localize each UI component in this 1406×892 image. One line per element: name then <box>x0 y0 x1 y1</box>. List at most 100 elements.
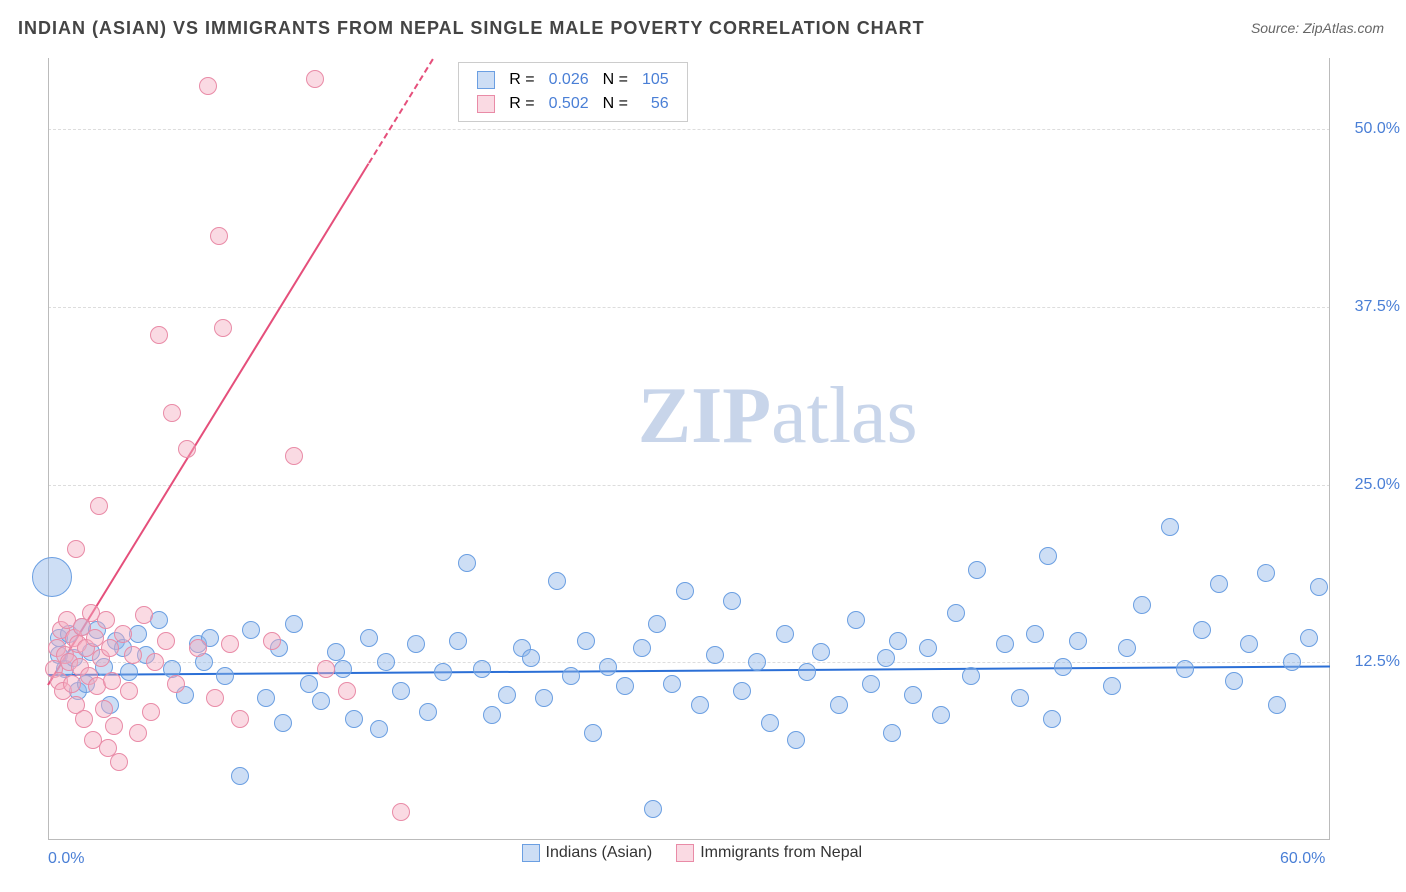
data-point <box>103 672 121 690</box>
data-point <box>178 440 196 458</box>
data-point <box>221 635 239 653</box>
data-point <box>733 682 751 700</box>
data-point <box>812 643 830 661</box>
data-point <box>962 667 980 685</box>
data-point <box>1257 564 1275 582</box>
data-point <box>996 635 1014 653</box>
data-point <box>830 696 848 714</box>
data-point <box>1118 639 1136 657</box>
series-legend: Indians (Asian) Immigrants from Nepal <box>510 844 875 862</box>
data-point <box>644 800 662 818</box>
data-point <box>577 632 595 650</box>
data-point <box>483 706 501 724</box>
legend-item: Immigrants from Nepal <box>676 844 862 862</box>
data-point <box>327 643 345 661</box>
data-point <box>317 660 335 678</box>
data-point <box>1240 635 1258 653</box>
data-point <box>522 649 540 667</box>
legend-series-name: Immigrants from Nepal <box>700 844 862 861</box>
data-point <box>110 753 128 771</box>
data-point <box>932 706 950 724</box>
data-point <box>706 646 724 664</box>
data-point <box>216 667 234 685</box>
data-point <box>90 497 108 515</box>
scatter-plot: ZIPatlas 12.5%25.0%37.5%50.0%0.0%60.0% <box>48 58 1330 840</box>
data-point <box>101 639 119 657</box>
data-point <box>1161 518 1179 536</box>
data-point <box>370 720 388 738</box>
data-point <box>199 77 217 95</box>
gridline <box>48 662 1330 663</box>
data-point <box>1310 578 1328 596</box>
watermark: ZIPatlas <box>638 371 918 462</box>
data-point <box>95 700 113 718</box>
legend-swatch <box>477 71 495 89</box>
data-point <box>748 653 766 671</box>
data-point <box>214 319 232 337</box>
data-point <box>146 653 164 671</box>
data-point <box>32 557 72 597</box>
correlation-legend: R =0.026N =105R =0.502N = 56 <box>458 62 687 122</box>
data-point <box>75 710 93 728</box>
data-point <box>968 561 986 579</box>
data-point <box>904 686 922 704</box>
legend-r-label: R = <box>503 93 540 115</box>
axis-line <box>48 839 1330 840</box>
data-point <box>1268 696 1286 714</box>
data-point <box>776 625 794 643</box>
data-point <box>263 632 281 650</box>
data-point <box>242 621 260 639</box>
data-point <box>360 629 378 647</box>
data-point <box>392 803 410 821</box>
data-point <box>1026 625 1044 643</box>
axis-line <box>1329 58 1330 840</box>
data-point <box>616 677 634 695</box>
data-point <box>392 682 410 700</box>
data-point <box>114 625 132 643</box>
data-point <box>142 703 160 721</box>
gridline <box>48 129 1330 130</box>
data-point <box>163 404 181 422</box>
data-point <box>787 731 805 749</box>
data-point <box>1054 658 1072 676</box>
data-point <box>419 703 437 721</box>
data-point <box>1300 629 1318 647</box>
y-tick-label: 12.5% <box>1340 653 1400 671</box>
legend-item: Indians (Asian) <box>522 844 653 862</box>
data-point <box>434 663 452 681</box>
data-point <box>306 70 324 88</box>
data-point <box>167 675 185 693</box>
data-point <box>231 710 249 728</box>
data-point <box>334 660 352 678</box>
x-tick-label: 60.0% <box>1280 850 1325 868</box>
data-point <box>120 663 138 681</box>
data-point <box>97 611 115 629</box>
legend-swatch <box>522 844 540 862</box>
data-point <box>458 554 476 572</box>
data-point <box>883 724 901 742</box>
data-point <box>274 714 292 732</box>
legend-n-label: N = <box>597 69 634 91</box>
data-point <box>1283 653 1301 671</box>
trend-line <box>368 58 434 163</box>
legend-r-label: R = <box>503 69 540 91</box>
data-point <box>338 682 356 700</box>
legend-swatch <box>676 844 694 862</box>
data-point <box>135 606 153 624</box>
data-point <box>120 682 138 700</box>
data-point <box>648 615 666 633</box>
chart-title: INDIAN (ASIAN) VS IMMIGRANTS FROM NEPAL … <box>18 18 925 39</box>
data-point <box>1069 632 1087 650</box>
legend-n-label: N = <box>597 93 634 115</box>
axis-line <box>48 58 49 840</box>
data-point <box>285 447 303 465</box>
data-point <box>1176 660 1194 678</box>
legend-row: R =0.502N = 56 <box>471 93 674 115</box>
legend-n-value: 105 <box>636 69 675 91</box>
data-point <box>449 632 467 650</box>
legend-r-value: 0.026 <box>543 69 595 91</box>
data-point <box>847 611 865 629</box>
data-point <box>584 724 602 742</box>
data-point <box>129 724 147 742</box>
data-point <box>691 696 709 714</box>
